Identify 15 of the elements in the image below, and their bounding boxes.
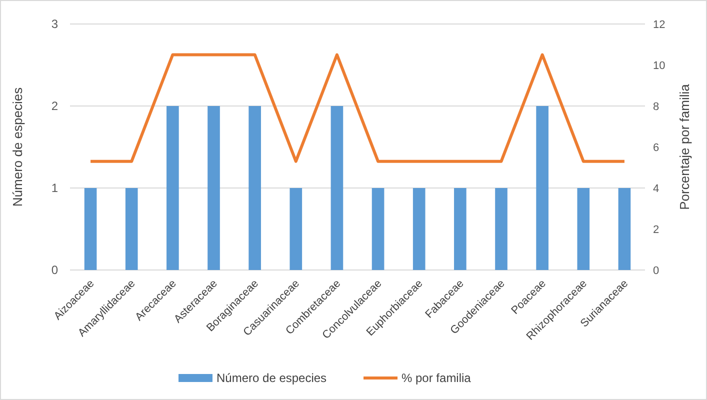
y2-tick-label: 12 bbox=[653, 18, 666, 31]
y-tick-label: 1 bbox=[51, 181, 58, 196]
y2-axis-title: Porcentaje por familia bbox=[677, 83, 692, 210]
y2-tick-label: 8 bbox=[653, 100, 660, 113]
y-axis-title: Número de especies bbox=[10, 86, 25, 207]
y-tick-label: 3 bbox=[51, 17, 58, 32]
y-tick-label: 2 bbox=[51, 99, 58, 114]
y2-tick-label: 6 bbox=[653, 142, 660, 154]
legend-label: Número de especies bbox=[216, 371, 327, 386]
y-tick-label: 0 bbox=[51, 263, 58, 278]
y2-tick-label: 2 bbox=[653, 224, 660, 236]
legend-label: % por familia bbox=[402, 371, 472, 386]
y2-tick-label: 4 bbox=[653, 182, 660, 195]
y2-tick-label: 0 bbox=[653, 264, 660, 277]
y2-tick-label: 10 bbox=[653, 60, 666, 72]
